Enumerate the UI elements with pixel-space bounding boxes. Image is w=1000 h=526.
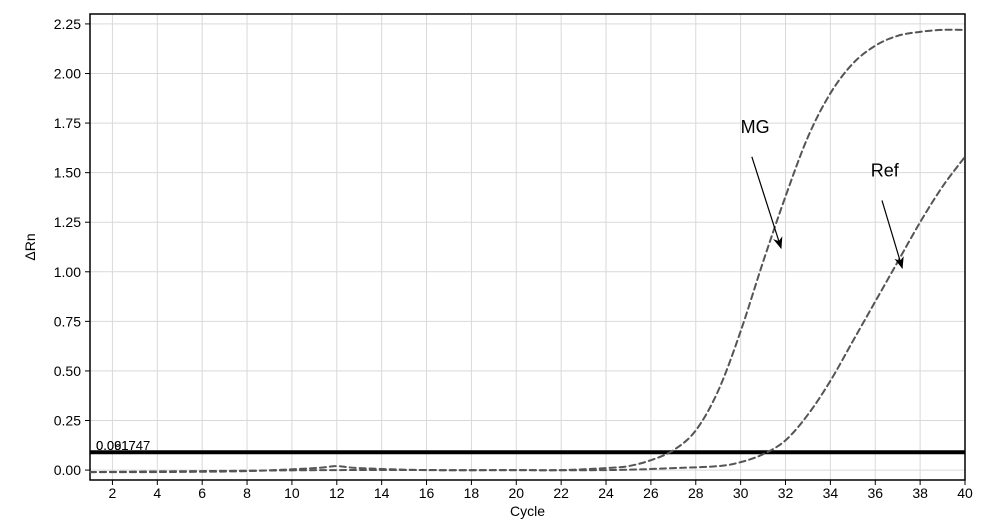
y-tick-label: 2.00	[54, 65, 81, 81]
y-tick-label: 0.00	[54, 462, 81, 478]
x-tick-label: 20	[508, 485, 524, 501]
y-tick-label: 0.50	[54, 363, 81, 379]
y-tick-label: 1.25	[54, 214, 81, 230]
x-tick-label: 38	[912, 485, 928, 501]
x-tick-label: 18	[464, 485, 480, 501]
x-tick-label: 32	[778, 485, 794, 501]
x-tick-label: 24	[598, 485, 614, 501]
threshold-label-2: 0.0617	[96, 438, 136, 453]
chart-svg: 0.0917470.0617MGRef246810121416182022242…	[0, 0, 1000, 526]
x-tick-label: 8	[243, 485, 251, 501]
y-axis-label: ΔRn	[22, 233, 38, 260]
annotation-ref: Ref	[871, 161, 900, 181]
y-tick-label: 0.75	[54, 313, 81, 329]
x-tick-label: 34	[823, 485, 839, 501]
x-tick-label: 36	[867, 485, 883, 501]
x-tick-label: 14	[374, 485, 390, 501]
x-tick-label: 22	[553, 485, 569, 501]
y-tick-label: 0.25	[54, 413, 81, 429]
qpcr-amplification-chart: 0.0917470.0617MGRef246810121416182022242…	[0, 0, 1000, 526]
x-tick-label: 16	[419, 485, 435, 501]
x-tick-label: 4	[153, 485, 161, 501]
y-tick-label: 1.75	[54, 115, 81, 131]
x-tick-label: 2	[109, 485, 117, 501]
x-tick-label: 10	[284, 485, 300, 501]
y-tick-label: 1.50	[54, 165, 81, 181]
annotation-mg: MG	[741, 117, 770, 137]
x-tick-label: 28	[688, 485, 704, 501]
x-tick-label: 30	[733, 485, 749, 501]
x-tick-label: 40	[957, 485, 973, 501]
y-tick-label: 1.00	[54, 264, 81, 280]
x-tick-label: 26	[643, 485, 659, 501]
x-tick-label: 12	[329, 485, 345, 501]
x-axis-label: Cycle	[510, 503, 545, 519]
y-tick-label: 2.25	[54, 16, 81, 32]
x-tick-label: 6	[198, 485, 206, 501]
